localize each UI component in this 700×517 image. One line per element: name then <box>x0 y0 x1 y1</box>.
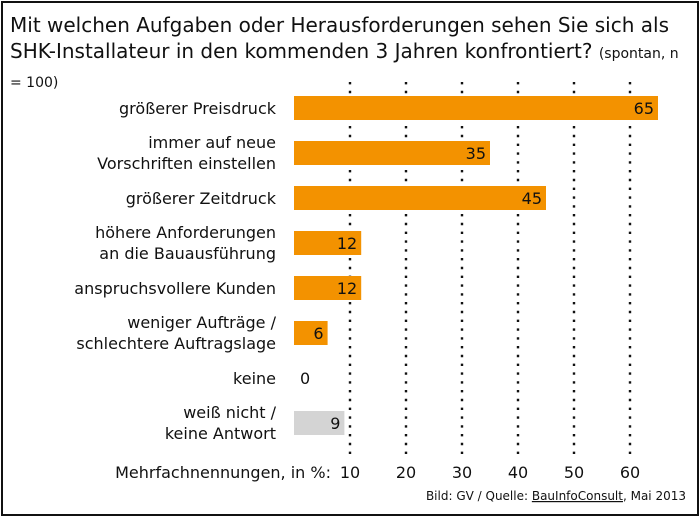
x-tick-30: 30 <box>452 463 472 482</box>
x-axis-label: Mehrfachnennungen, in %: <box>115 463 331 482</box>
x-tick-50: 50 <box>564 463 584 482</box>
category-label-5-line-1: schlechtere Auftragslage <box>76 334 276 353</box>
value-label-1: 35 <box>466 144 486 163</box>
bar-4 <box>294 276 362 300</box>
category-label-1-line-0: immer auf neue <box>148 133 276 152</box>
x-tick-40: 40 <box>508 463 528 482</box>
category-label-3-line-1: an die Bauausführung <box>99 244 276 263</box>
source-credit: Bild: GV / Quelle: BauInfoConsult, Mai 2… <box>426 489 686 503</box>
source-suffix: , Mai 2013 <box>623 489 686 503</box>
bar-2 <box>294 186 546 210</box>
category-label-7-line-0: weiß nicht / <box>183 403 276 422</box>
category-label-5-line-0: weniger Aufträge / <box>127 313 276 332</box>
x-tick-10: 10 <box>340 463 360 482</box>
bar-5 <box>294 321 328 345</box>
value-label-6: 0 <box>300 369 310 388</box>
bar-7 <box>294 411 345 435</box>
category-label-1-line-1: Vorschriften einstellen <box>97 154 276 173</box>
x-tick-60: 60 <box>620 463 640 482</box>
source-prefix: Bild: GV / Quelle: <box>426 489 532 503</box>
value-label-2: 45 <box>522 189 542 208</box>
source-link[interactable]: BauInfoConsult <box>532 489 623 503</box>
value-label-3: 12 <box>337 234 357 253</box>
category-label-4: anspruchsvollere Kunden <box>74 279 276 298</box>
category-label-2: größerer Zeitdruck <box>126 189 277 208</box>
title-subtitle: (spontan, n = 100) <box>10 46 679 91</box>
value-label-7: 9 <box>330 414 340 433</box>
bar-0 <box>294 96 658 120</box>
category-label-7-line-1: keine Antwort <box>165 424 276 443</box>
bar-3 <box>294 231 362 255</box>
value-label-0: 65 <box>634 99 654 118</box>
category-label-3-line-0: höhere Anforderungen <box>95 223 276 242</box>
category-label-0: größerer Preisdruck <box>119 99 277 118</box>
chart-title: Mit welchen Aufgaben oder Herausforderun… <box>10 12 690 96</box>
category-label-6: keine <box>233 369 276 388</box>
value-label-4: 12 <box>337 279 357 298</box>
value-label-5: 6 <box>313 324 323 343</box>
bar-1 <box>294 141 490 165</box>
title-main: Mit welchen Aufgaben oder Herausforderun… <box>10 13 670 63</box>
x-tick-20: 20 <box>396 463 416 482</box>
